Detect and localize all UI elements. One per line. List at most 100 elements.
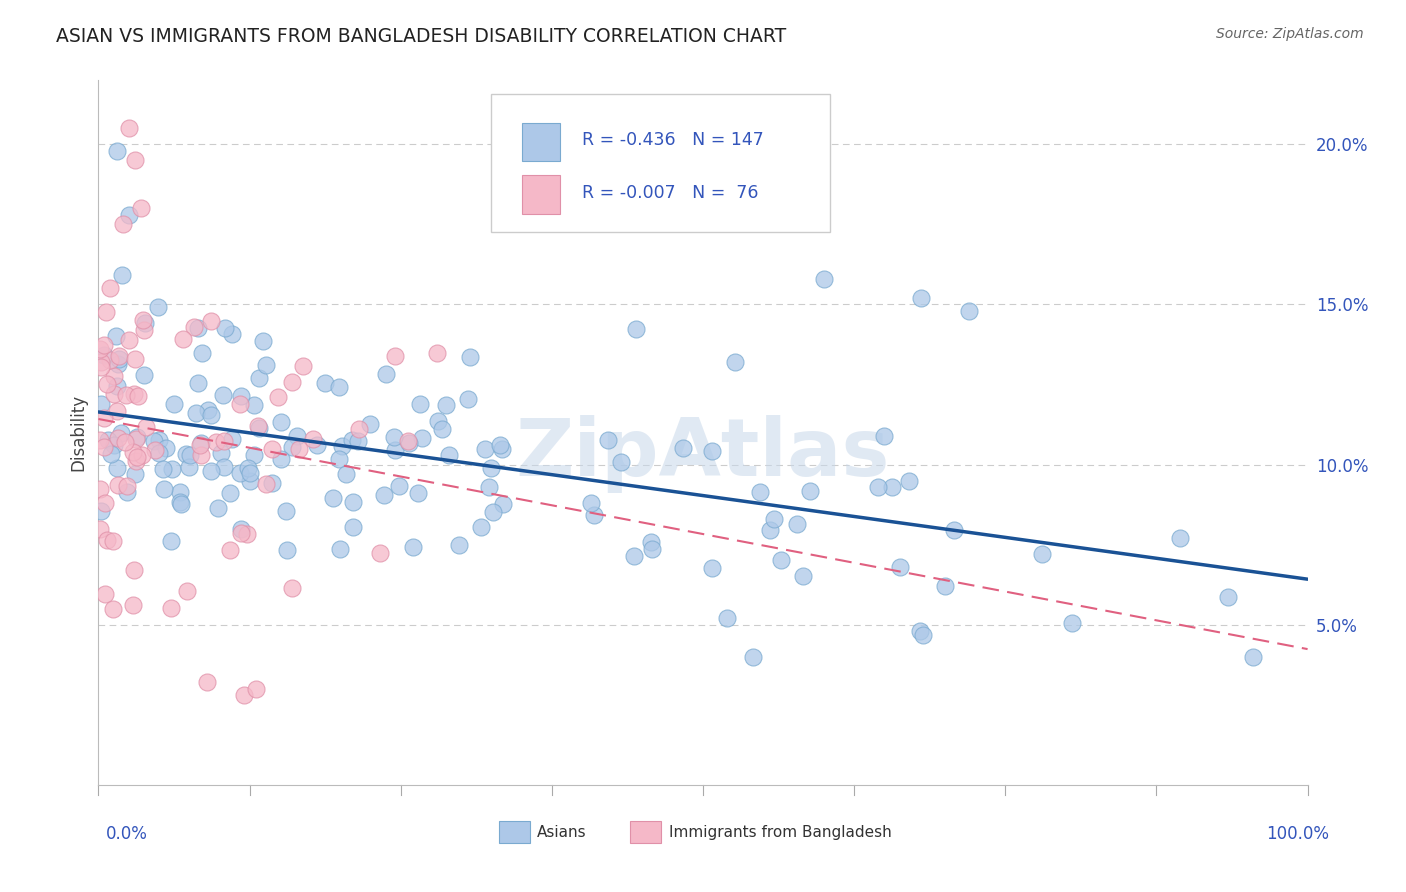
Point xyxy=(179,448,201,462)
Point xyxy=(122,444,145,458)
Point xyxy=(482,505,505,519)
Point xyxy=(209,445,232,459)
Point xyxy=(786,517,808,532)
Point xyxy=(342,494,364,508)
Point xyxy=(759,523,782,537)
FancyBboxPatch shape xyxy=(492,95,830,232)
Point xyxy=(122,563,145,577)
Point xyxy=(252,334,274,349)
Point xyxy=(89,482,111,496)
Point xyxy=(124,352,146,367)
Point xyxy=(437,448,460,462)
Point xyxy=(107,431,129,445)
Point xyxy=(749,485,772,500)
Point xyxy=(359,417,381,431)
Point xyxy=(94,496,117,510)
Point xyxy=(623,549,645,563)
Point xyxy=(152,462,174,476)
Point xyxy=(411,431,433,445)
Point xyxy=(375,368,398,382)
Point xyxy=(118,333,141,347)
Point xyxy=(174,447,197,461)
Point xyxy=(489,438,512,452)
Point xyxy=(214,321,236,335)
Point xyxy=(214,459,236,474)
Point xyxy=(100,447,122,461)
Point xyxy=(270,452,292,467)
Y-axis label: Disability: Disability xyxy=(69,394,87,471)
Point xyxy=(267,390,290,404)
Point xyxy=(129,202,152,216)
Point xyxy=(254,358,277,372)
Point xyxy=(478,480,501,494)
Point xyxy=(254,476,277,491)
Point xyxy=(398,436,420,450)
Point xyxy=(957,304,980,318)
Point xyxy=(111,268,134,282)
Point xyxy=(426,414,449,428)
Point xyxy=(243,449,266,463)
Point xyxy=(169,484,191,499)
Point xyxy=(247,371,270,385)
Point xyxy=(125,432,148,446)
Point xyxy=(305,437,328,451)
Point xyxy=(491,442,513,456)
Point xyxy=(143,443,166,458)
Point xyxy=(245,681,267,696)
Point xyxy=(328,452,350,467)
Point xyxy=(187,376,209,390)
Point xyxy=(243,398,266,412)
Text: 0.0%: 0.0% xyxy=(105,825,148,843)
Point xyxy=(1168,531,1191,545)
Point xyxy=(276,542,298,557)
Point xyxy=(114,435,136,450)
Point xyxy=(426,345,449,359)
Point xyxy=(221,327,243,342)
Point xyxy=(641,542,664,557)
Text: Source: ZipAtlas.com: Source: ZipAtlas.com xyxy=(1216,27,1364,41)
Point xyxy=(716,611,738,625)
Point xyxy=(105,404,128,418)
Point xyxy=(107,478,129,492)
Point xyxy=(96,377,118,392)
Point xyxy=(115,479,138,493)
Point xyxy=(183,320,205,334)
Point xyxy=(912,628,935,642)
Point xyxy=(90,397,112,411)
Point xyxy=(134,316,156,330)
Point xyxy=(94,305,117,319)
Point xyxy=(188,438,211,452)
Point xyxy=(90,360,112,375)
Text: R = -0.436   N = 147: R = -0.436 N = 147 xyxy=(582,131,763,149)
Point xyxy=(382,430,405,444)
Point xyxy=(105,144,128,158)
Point xyxy=(219,485,242,500)
Point xyxy=(127,389,149,403)
Point xyxy=(388,479,411,493)
Point xyxy=(314,376,336,390)
Point xyxy=(93,348,115,362)
Point xyxy=(89,342,111,356)
Point xyxy=(1062,615,1084,630)
Point xyxy=(146,300,169,314)
Point xyxy=(219,543,242,558)
Point xyxy=(898,474,921,488)
Point xyxy=(148,446,170,460)
Point xyxy=(103,387,125,401)
Point xyxy=(287,429,309,443)
Point xyxy=(799,483,821,498)
Point xyxy=(190,448,212,462)
Point xyxy=(470,520,492,534)
Text: Immigrants from Bangladesh: Immigrants from Bangladesh xyxy=(669,825,891,839)
Point xyxy=(479,461,502,475)
Point xyxy=(117,485,139,500)
Bar xyxy=(522,122,561,161)
Point xyxy=(143,434,166,448)
Point xyxy=(262,442,284,457)
Point xyxy=(291,359,314,373)
Point xyxy=(910,624,932,639)
Point xyxy=(159,534,181,549)
Text: Asians: Asians xyxy=(537,825,586,839)
Point xyxy=(93,411,115,425)
Point xyxy=(436,399,458,413)
